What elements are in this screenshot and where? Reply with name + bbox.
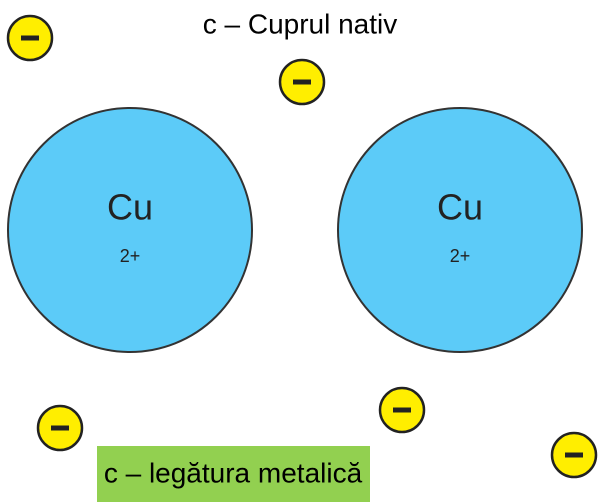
- title: c – Cuprul nativ: [203, 8, 398, 39]
- electron: [378, 386, 426, 434]
- ion-symbol: Cu: [107, 187, 153, 228]
- caption-box: [97, 446, 370, 502]
- electron: [6, 14, 54, 62]
- ion-charge: 2+: [120, 246, 141, 266]
- ion: Cu 2+: [7, 107, 253, 353]
- electron: [36, 404, 84, 452]
- electron: [550, 431, 598, 479]
- caption: c – legătura metalică: [104, 457, 363, 488]
- electron: [278, 58, 326, 106]
- ion-charge: 2+: [450, 246, 471, 266]
- ion: Cu 2+: [337, 107, 583, 353]
- ion-circle: [7, 107, 253, 353]
- ion-circle: [337, 107, 583, 353]
- ion-symbol: Cu: [437, 187, 483, 228]
